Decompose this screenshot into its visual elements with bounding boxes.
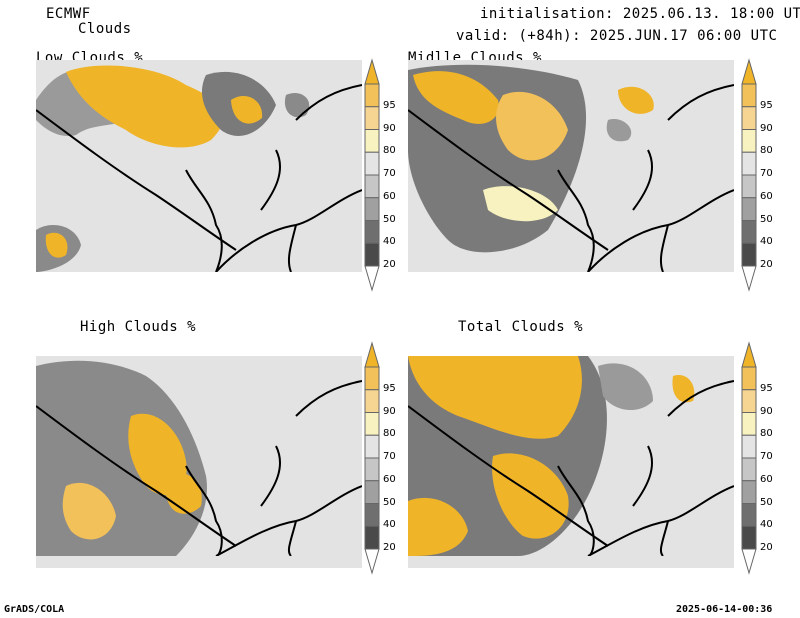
colorbar-tick-label: 50 bbox=[383, 213, 396, 225]
colorbar-bottom-arrow bbox=[741, 265, 757, 292]
colorbar-segment bbox=[741, 389, 757, 413]
colorbar-segment bbox=[364, 197, 380, 221]
colorbar-segment bbox=[364, 129, 380, 153]
colorbar-top-arrow bbox=[364, 341, 380, 368]
colorbar-tick-label: 20 bbox=[760, 542, 773, 553]
colorbar-segment bbox=[741, 480, 757, 504]
colorbar-tick-label: 80 bbox=[383, 145, 396, 157]
colorbar-high: 95 90 80 70 60 50 40 20 bbox=[364, 341, 396, 575]
colorbar-tick-label: 90 bbox=[383, 405, 396, 417]
colorbar-tick-label: 95 bbox=[383, 99, 396, 111]
colorbar-segment bbox=[364, 389, 380, 413]
colorbar-tick-label: 95 bbox=[383, 382, 396, 394]
model-label: ECMWF bbox=[46, 6, 91, 22]
colorbar-segment bbox=[741, 174, 757, 199]
colorbar-segment bbox=[741, 220, 757, 244]
colorbar-segment bbox=[741, 151, 757, 176]
colorbar-segment bbox=[741, 457, 757, 482]
colorbar-middle: 95 90 80 70 60 50 40 20 bbox=[741, 58, 773, 292]
colorbar-segment bbox=[741, 366, 757, 391]
colorbar-segment bbox=[741, 412, 757, 436]
valid-time: valid: (+84h): 2025.JUN.17 06:00 UTC bbox=[456, 28, 778, 44]
colorbar-segment bbox=[364, 242, 380, 267]
colorbar-tick-label: 40 bbox=[760, 519, 773, 531]
colorbar-tick-label: 70 bbox=[760, 451, 773, 462]
colorbar-top-arrow bbox=[364, 58, 380, 85]
colorbar-tick-label: 95 bbox=[760, 99, 773, 111]
init-time: initialisation: 2025.06.13. 18:00 UTC bbox=[480, 6, 800, 22]
colorbar-tick-label: 70 bbox=[760, 168, 773, 179]
colorbar-tick-label: 60 bbox=[383, 473, 396, 485]
colorbar-top-arrow bbox=[741, 58, 757, 85]
footer-right: 2025-06-14-00:36 bbox=[676, 604, 773, 615]
colorbar-tick-label: 20 bbox=[383, 542, 396, 553]
colorbar-segment bbox=[364, 106, 380, 130]
colorbar-segment bbox=[741, 83, 757, 108]
map-high-clouds bbox=[36, 356, 362, 568]
colorbar-segment bbox=[364, 503, 380, 527]
colorbar-tick-label: 50 bbox=[383, 496, 396, 508]
colorbar-tick-label: 90 bbox=[760, 122, 773, 134]
map-middle-clouds bbox=[408, 60, 734, 272]
product-label: Clouds bbox=[78, 21, 132, 37]
colorbar-tick-label: 60 bbox=[760, 190, 773, 202]
colorbar-segment bbox=[741, 106, 757, 130]
colorbar-segment bbox=[364, 83, 380, 108]
colorbar-segment bbox=[364, 220, 380, 244]
colorbar-tick-label: 70 bbox=[383, 168, 396, 179]
colorbar-tick-label: 50 bbox=[760, 496, 773, 508]
colorbar-segment bbox=[741, 197, 757, 221]
colorbar-tick-label: 80 bbox=[760, 145, 773, 157]
panel-title-total: Total Clouds % bbox=[458, 319, 584, 335]
colorbar-segment bbox=[364, 174, 380, 199]
colorbar-bottom-arrow bbox=[364, 548, 380, 575]
colorbar-total: 95 90 80 70 60 50 40 20 bbox=[741, 341, 773, 575]
colorbar-low: 95 90 80 70 60 50 40 20 bbox=[364, 58, 396, 292]
colorbar-tick-label: 95 bbox=[760, 382, 773, 394]
colorbar-tick-label: 60 bbox=[760, 473, 773, 485]
colorbar-tick-label: 60 bbox=[383, 190, 396, 202]
colorbar-tick-label: 90 bbox=[383, 122, 396, 134]
colorbar-tick-label: 40 bbox=[383, 236, 396, 248]
colorbar-segment bbox=[741, 434, 757, 459]
colorbar-bottom-arrow bbox=[741, 548, 757, 575]
colorbar-segment bbox=[364, 412, 380, 436]
colorbar-segment bbox=[364, 480, 380, 504]
colorbar-tick-label: 80 bbox=[383, 428, 396, 440]
colorbar-segment bbox=[741, 525, 757, 550]
colorbar-bottom-arrow bbox=[364, 265, 380, 292]
colorbar-segment bbox=[364, 366, 380, 391]
footer-left: GrADS/COLA bbox=[4, 604, 65, 615]
colorbar-segment bbox=[741, 129, 757, 153]
map-total-clouds bbox=[408, 356, 734, 568]
colorbar-tick-label: 40 bbox=[383, 519, 396, 531]
colorbar-tick-label: 40 bbox=[760, 236, 773, 248]
colorbar-tick-label: 90 bbox=[760, 405, 773, 417]
colorbar-segment bbox=[364, 525, 380, 550]
colorbar-segment bbox=[364, 151, 380, 176]
colorbar-top-arrow bbox=[741, 341, 757, 368]
colorbar-segment bbox=[741, 242, 757, 267]
colorbar-tick-label: 50 bbox=[760, 213, 773, 225]
colorbar-segment bbox=[741, 503, 757, 527]
colorbar-tick-label: 80 bbox=[760, 428, 773, 440]
colorbar-segment bbox=[364, 457, 380, 482]
colorbar-tick-label: 70 bbox=[383, 451, 396, 462]
colorbar-tick-label: 20 bbox=[760, 259, 773, 270]
colorbar-segment bbox=[364, 434, 380, 459]
map-low-clouds bbox=[36, 60, 362, 272]
colorbar-tick-label: 20 bbox=[383, 259, 396, 270]
panel-title-high: High Clouds % bbox=[80, 319, 197, 335]
